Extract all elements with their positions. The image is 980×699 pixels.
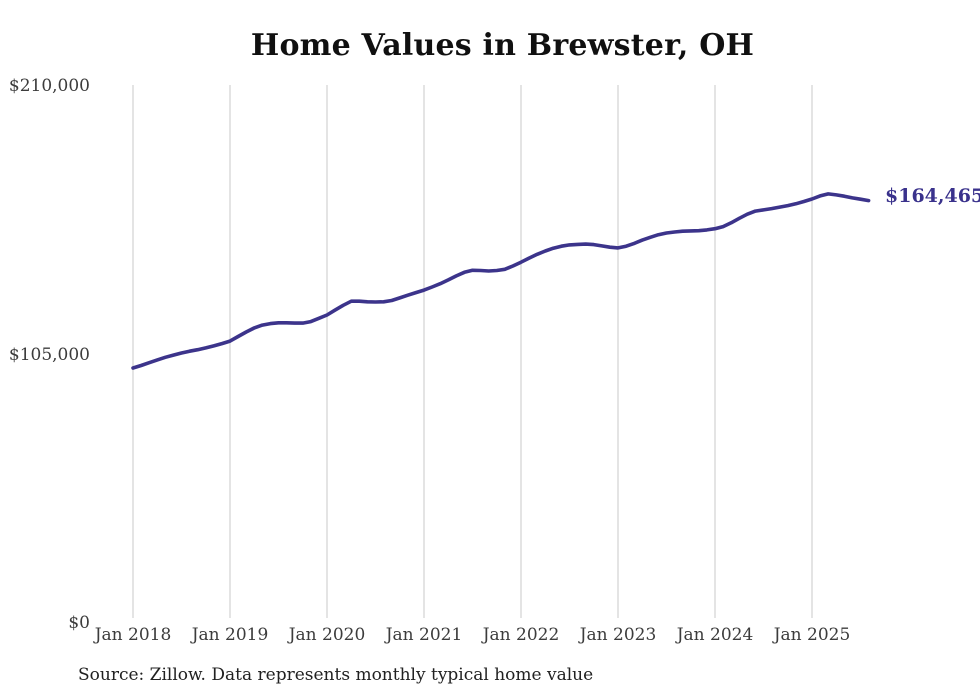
- latest-value-label: $164,465: [885, 185, 980, 207]
- x-tick-label: Jan 2024: [676, 625, 754, 645]
- y-tick-label: $105,000: [8, 344, 90, 365]
- chart-title: Home Values in Brewster, OH: [250, 28, 755, 63]
- x-tick-label: Jan 2019: [191, 625, 269, 645]
- x-tick-label: Jan 2021: [385, 625, 463, 645]
- x-tick-label: Jan 2022: [482, 625, 560, 645]
- x-tick-label: Jan 2018: [94, 625, 172, 645]
- x-tick-label: Jan 2025: [773, 625, 851, 645]
- y-tick-label: $0: [68, 613, 90, 633]
- x-tick-label: Jan 2020: [288, 625, 366, 645]
- source-note: Source: Zillow. Data represents monthly …: [78, 665, 594, 685]
- vertical-gridlines: [132, 85, 813, 618]
- y-tick-label: $210,000: [8, 76, 90, 96]
- home-value-line: [131, 192, 871, 370]
- x-tick-label: Jan 2023: [579, 625, 657, 645]
